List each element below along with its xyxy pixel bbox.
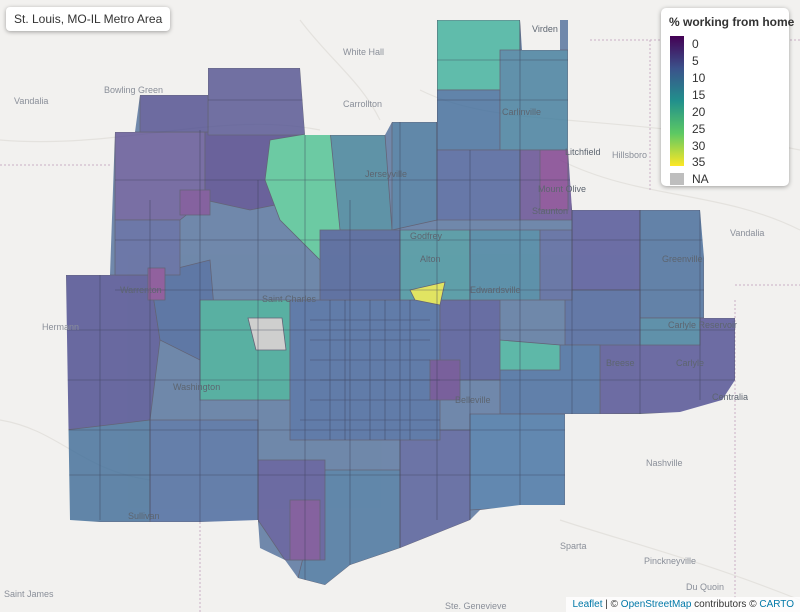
attribution-separator: | © <box>602 599 621 610</box>
place-label: Virden <box>532 24 558 34</box>
place-label: Breese <box>606 358 635 368</box>
place-label: Greenville <box>662 254 703 264</box>
legend-tick: 15 <box>692 88 706 102</box>
place-label: Carrollton <box>343 99 382 109</box>
place-label: Jerseyville <box>365 169 407 179</box>
legend-tick: 5 <box>692 54 699 68</box>
place-label: Hermann <box>42 322 79 332</box>
place-label: Ste. Genevieve <box>445 601 507 611</box>
place-label: Nashville <box>646 458 683 468</box>
place-label: Centralia <box>712 392 748 402</box>
legend-na-label: NA <box>692 172 709 186</box>
map-attribution: Leaflet | © OpenStreetMap contributors ©… <box>566 597 800 612</box>
place-label: Litchfield <box>565 147 601 157</box>
place-label: Washington <box>173 382 220 392</box>
place-labels: Vandalia Bowling Green White Hall Carrol… <box>4 24 764 611</box>
place-label: Pinckneyville <box>644 556 696 566</box>
attribution-text: contributors © <box>691 599 760 610</box>
legend-tick: 20 <box>692 105 706 119</box>
place-label: Alton <box>420 254 441 264</box>
legend-tick: 25 <box>692 122 706 136</box>
legend-colorbar <box>670 36 684 166</box>
place-label: Hillsboro <box>612 150 647 160</box>
openstreetmap-link[interactable]: OpenStreetMap <box>620 599 692 610</box>
legend-title: % working from home <box>669 15 795 29</box>
place-label: Saint Charles <box>262 294 317 304</box>
map-title: St. Louis, MO-IL Metro Area <box>14 12 163 26</box>
legend-tick: 35 <box>692 155 706 169</box>
legend-tick: 30 <box>692 139 706 153</box>
place-label: Bowling Green <box>104 85 163 95</box>
place-label: Sullivan <box>128 511 160 521</box>
tract-boundaries <box>66 20 735 585</box>
leaflet-link[interactable]: Leaflet <box>572 599 603 610</box>
carto-link[interactable]: CARTO <box>759 599 794 610</box>
place-label: Carlyle Reservoir <box>668 320 737 330</box>
legend-tick: 0 <box>692 37 699 51</box>
legend-tick: 10 <box>692 71 706 85</box>
place-label: Carlinville <box>502 107 541 117</box>
place-label: Carlyle <box>676 358 704 368</box>
map-title-box: St. Louis, MO-IL Metro Area <box>6 7 171 31</box>
place-label: Vandalia <box>730 228 764 238</box>
legend: % working from home 0 5 10 15 20 25 30 3… <box>661 8 794 186</box>
place-label: Vandalia <box>14 96 48 106</box>
place-label: Mount Olive <box>538 184 586 194</box>
place-label: Edwardsville <box>470 285 521 295</box>
place-label: Staunton <box>532 206 568 216</box>
legend-na-swatch <box>670 173 684 185</box>
place-label: Warrenton <box>120 285 162 295</box>
place-label: White Hall <box>343 47 384 57</box>
place-label: Du Quoin <box>686 582 724 592</box>
place-label: Saint James <box>4 589 54 599</box>
place-label: Godfrey <box>410 231 443 241</box>
place-label: Sparta <box>560 541 587 551</box>
place-label: Belleville <box>455 395 491 405</box>
